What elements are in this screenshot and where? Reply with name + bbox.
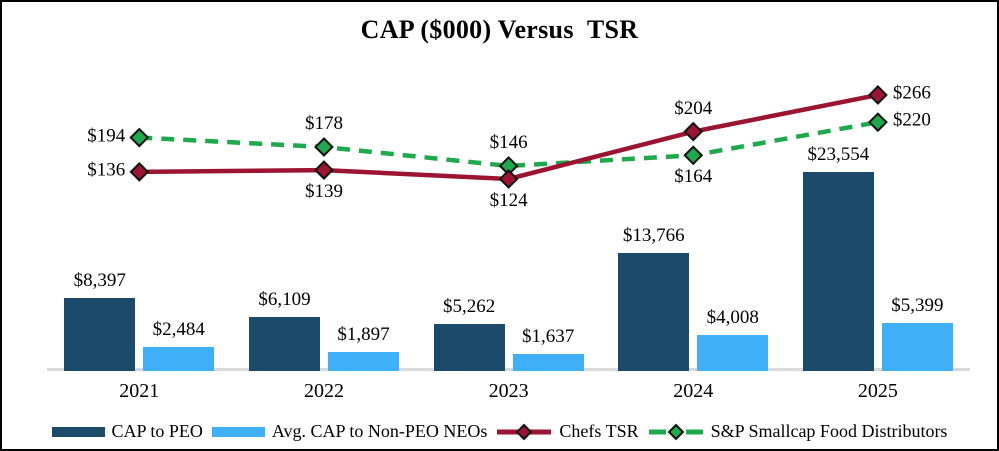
x-tick-2021: 2021 [119, 380, 160, 402]
x-tick-2025: 2025 [857, 380, 898, 402]
legend-label-sp-smallcap-food-distributors: S&P Smallcap Food Distributors [710, 421, 948, 441]
marker-diamond-s-p-smallcap-food-distributors-2025 [867, 112, 888, 133]
legend-swatch-cap-to-peo [51, 426, 105, 437]
legend-item-sp-smallcap-food-distributors: S&P Smallcap Food Distributors [648, 421, 948, 442]
point-label-chefs-tsr-2023: $124 [489, 189, 528, 211]
point-label-s-p-smallcap-food-distributors-2023: $146 [489, 132, 528, 154]
bar-cap-to-peo-2024 [618, 253, 690, 371]
bar-label-avg-cap-to-non-peo-neos-2023: $1,637 [521, 326, 575, 347]
bar-label-avg-cap-to-non-peo-neos-2025: $5,399 [891, 295, 944, 316]
marker-diamond-s-p-smallcap-food-distributors-2024 [683, 145, 704, 166]
bar-cap-to-peo-2023 [433, 324, 505, 371]
bar-label-cap-to-peo-2021: $8,397 [73, 270, 126, 291]
point-label-s-p-smallcap-food-distributors-2025: $220 [892, 109, 931, 131]
legend-item-cap-to-peo: CAP to PEO [51, 421, 203, 442]
legend-swatch-chefs-tsr [496, 423, 552, 441]
legend-label-avg-cap-non-peo-neos: Avg. CAP to Non-PEO NEOs [271, 421, 488, 441]
bar-avg-cap-to-non-peo-neos-2022 [327, 352, 399, 371]
x-axis-baseline [47, 368, 970, 371]
chart-title: CAP ($000) Versus TSR [360, 15, 639, 44]
x-tick-2024: 2024 [673, 380, 714, 402]
bar-label-cap-to-peo-2024: $13,766 [622, 225, 685, 246]
legend-label-cap-to-peo: CAP to PEO [111, 421, 203, 441]
bar-avg-cap-to-non-peo-neos-2023 [512, 354, 584, 371]
legend-label-chefs-tsr: Chefs TSR [559, 421, 639, 441]
bar-avg-cap-to-non-peo-neos-2025 [881, 323, 953, 371]
marker-diamond-s-p-smallcap-food-distributors-2021 [129, 127, 150, 148]
bar-label-cap-to-peo-2025: $23,554 [807, 144, 870, 165]
point-label-chefs-tsr-2024: $204 [674, 97, 713, 119]
bar-label-cap-to-peo-2023: $5,262 [442, 296, 496, 317]
marker-diamond-chefs-tsr-2021 [129, 161, 150, 182]
bar-label-avg-cap-to-non-peo-neos-2021: $2,484 [152, 319, 205, 340]
point-label-chefs-tsr-2021: $136 [87, 159, 126, 181]
bar-avg-cap-to-non-peo-neos-2021 [143, 347, 215, 371]
marker-diamond-chefs-tsr-2022 [314, 160, 334, 180]
legend-item-avg-cap-non-peo-neos: Avg. CAP to Non-PEO NEOs [211, 421, 488, 442]
point-label-chefs-tsr-2025: $266 [892, 82, 931, 104]
marker-diamond-chefs-tsr-2024 [683, 121, 704, 142]
bar-avg-cap-to-non-peo-neos-2024 [697, 335, 769, 371]
legend: CAP to PEO Avg. CAP to Non-PEO NEOs Chef… [2, 421, 997, 442]
point-label-s-p-smallcap-food-distributors-2024: $164 [674, 166, 713, 188]
x-tick-2022: 2022 [303, 380, 344, 402]
bar-label-avg-cap-to-non-peo-neos-2022: $1,897 [337, 324, 390, 345]
legend-item-chefs-tsr: Chefs TSR [496, 421, 639, 442]
bar-cap-to-peo-2022 [248, 317, 320, 371]
marker-diamond-s-p-smallcap-food-distributors-2022 [314, 137, 334, 157]
x-tick-2023: 2023 [488, 380, 529, 402]
legend-swatch-avg-cap-non-peo-neos [211, 426, 265, 437]
point-label-chefs-tsr-2022: $139 [304, 181, 343, 203]
bar-label-cap-to-peo-2022: $6,109 [258, 289, 311, 310]
bar-label-avg-cap-to-non-peo-neos-2024: $4,008 [706, 307, 759, 328]
legend-swatch-sp-smallcap-food-distributors [648, 423, 704, 441]
marker-diamond-chefs-tsr-2023 [498, 169, 519, 189]
point-label-s-p-smallcap-food-distributors-2021: $194 [87, 125, 126, 147]
bar-cap-to-peo-2021 [64, 298, 136, 371]
point-label-s-p-smallcap-food-distributors-2022: $178 [304, 113, 343, 135]
line-s-p-smallcap-food-distributors [139, 119, 879, 169]
marker-diamond-chefs-tsr-2025 [867, 85, 888, 105]
bar-cap-to-peo-2025 [802, 172, 874, 371]
